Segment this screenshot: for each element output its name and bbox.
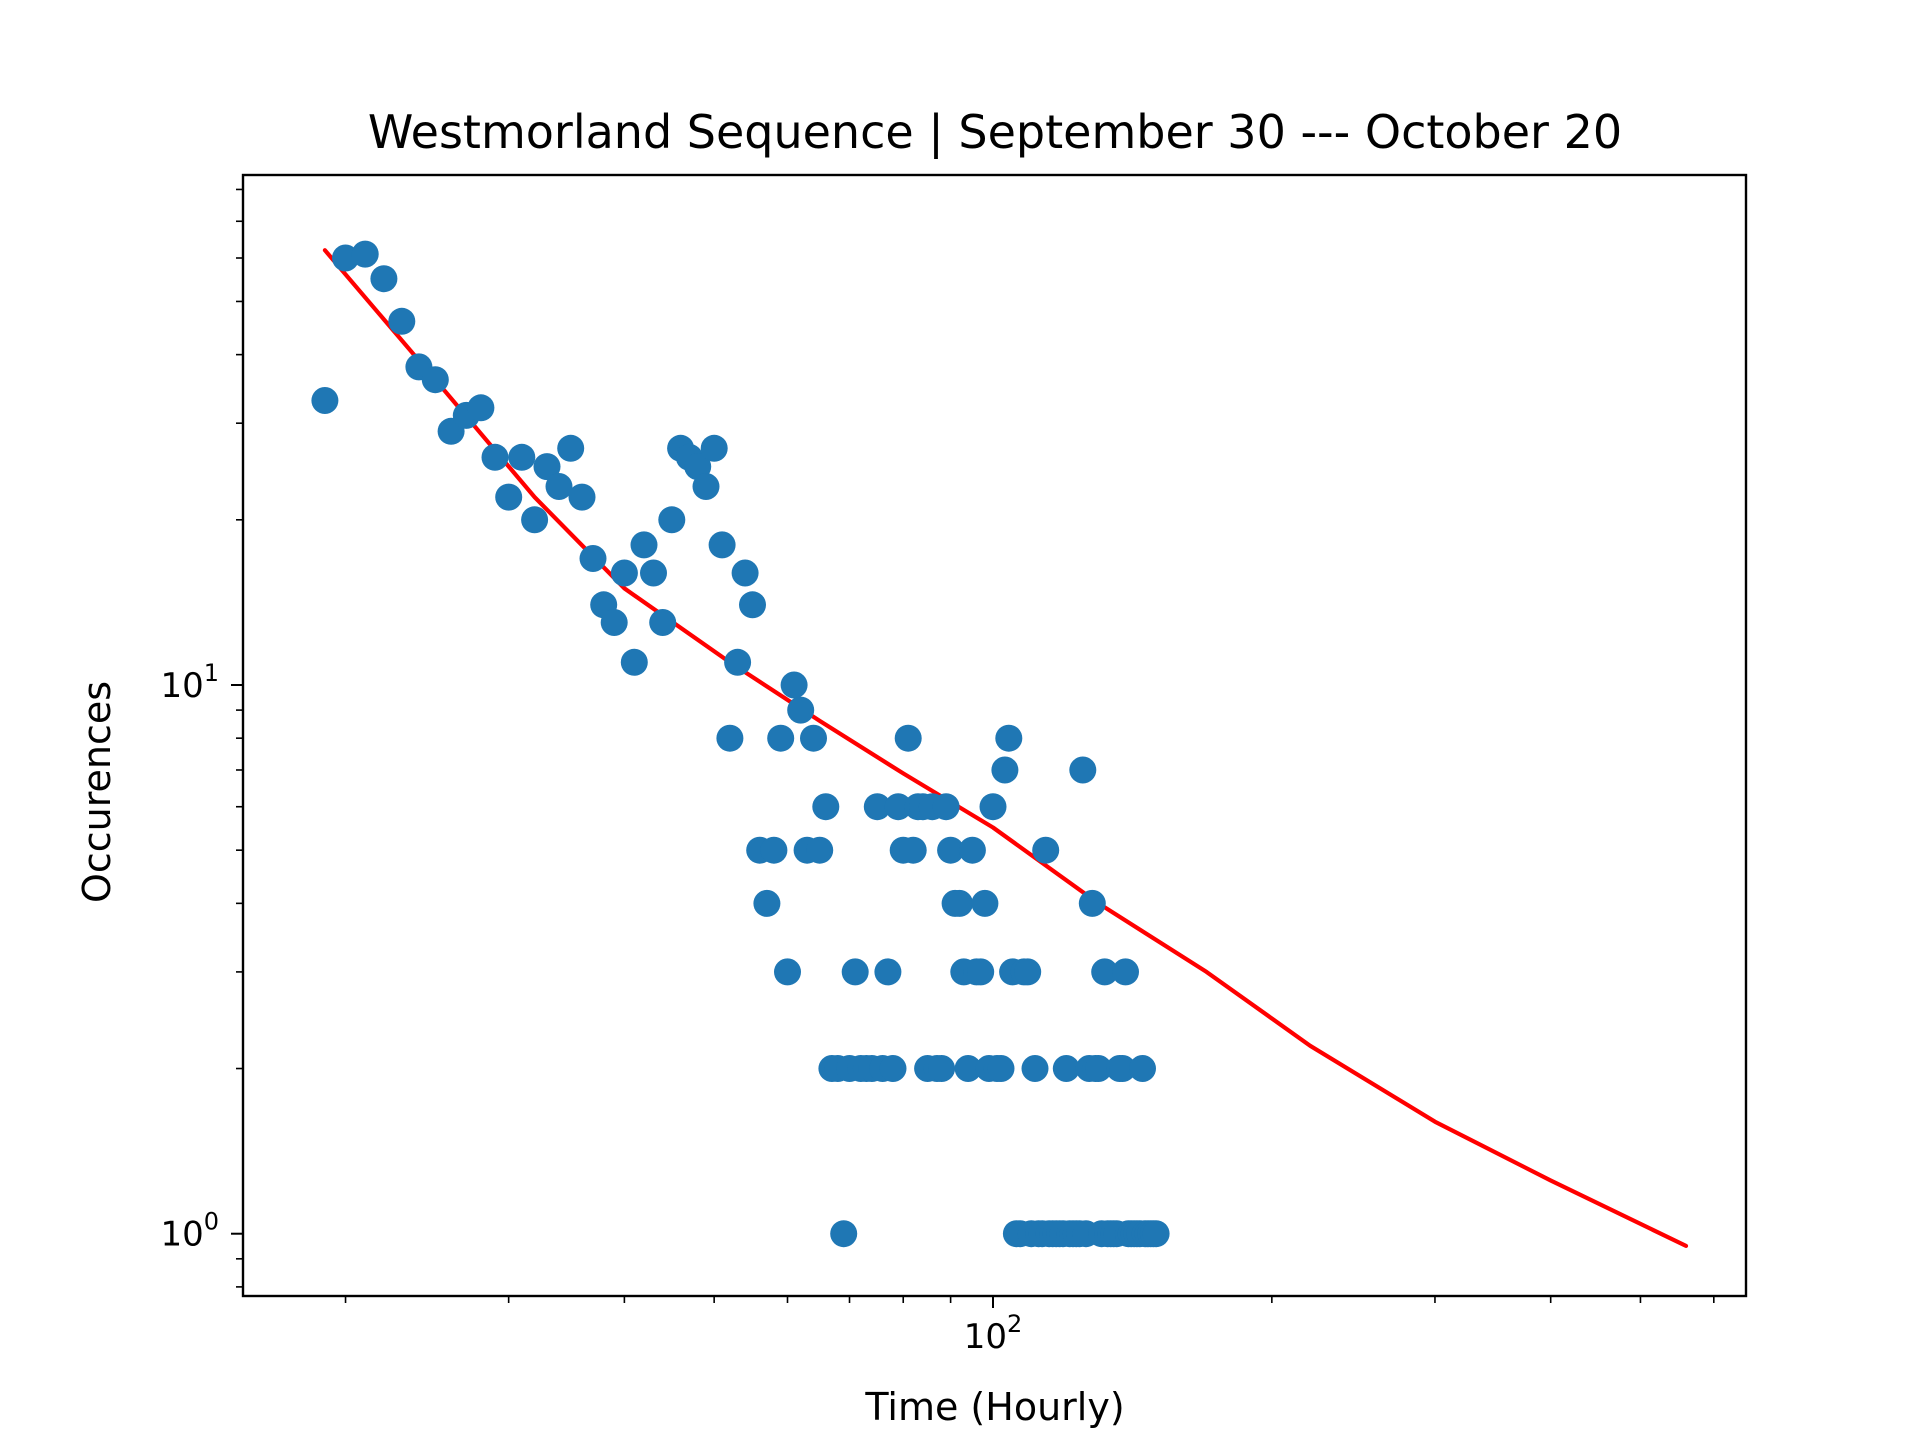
data-point	[812, 793, 840, 821]
data-point	[830, 1220, 858, 1248]
data-point	[1032, 836, 1060, 864]
data-point	[1052, 1055, 1080, 1082]
data-point	[630, 531, 658, 559]
data-point	[708, 531, 736, 559]
data-point	[991, 756, 1019, 784]
chart-title: Westmorland Sequence | September 30 --- …	[368, 105, 1622, 160]
data-point	[716, 724, 744, 752]
data-point	[967, 958, 995, 986]
data-point	[760, 836, 788, 864]
data-point	[879, 1055, 907, 1082]
data-point	[351, 240, 379, 268]
data-points-layer	[311, 240, 1170, 1248]
data-point	[1112, 958, 1139, 986]
data-point	[508, 443, 536, 471]
data-point	[568, 483, 596, 511]
y-tick-label: 100	[160, 1208, 219, 1255]
data-point	[928, 1055, 956, 1082]
data-point	[620, 648, 648, 676]
data-point	[1085, 1055, 1112, 1082]
data-point	[649, 609, 677, 636]
data-point	[841, 958, 869, 986]
ticks-layer: 102 100 101	[160, 188, 1715, 1357]
data-point	[533, 453, 561, 481]
data-point	[774, 958, 801, 986]
x-tick-label: 102	[964, 1310, 1023, 1357]
data-point	[995, 724, 1023, 752]
data-point	[311, 387, 339, 414]
data-point	[731, 559, 759, 587]
data-point	[370, 265, 398, 293]
data-point	[545, 473, 573, 500]
data-point	[495, 483, 523, 511]
data-point	[640, 559, 667, 587]
data-point	[1109, 1055, 1137, 1082]
data-point	[753, 889, 781, 917]
data-point	[557, 434, 585, 462]
data-point	[987, 1055, 1015, 1082]
plot-area	[241, 173, 1748, 1298]
data-point	[579, 545, 607, 572]
data-point	[600, 609, 628, 636]
data-point	[467, 394, 495, 422]
data-point	[658, 506, 686, 534]
data-point	[863, 793, 891, 821]
data-point	[787, 696, 815, 724]
data-point	[800, 724, 827, 752]
y-axis-label: Occurences	[75, 681, 119, 903]
data-point	[1129, 1055, 1156, 1082]
data-point	[932, 793, 960, 821]
data-point	[521, 506, 549, 534]
data-point	[937, 836, 965, 864]
data-point	[700, 434, 728, 462]
data-point	[1078, 889, 1106, 917]
data-point	[1142, 1220, 1170, 1248]
data-point	[610, 559, 638, 587]
data-point	[806, 836, 834, 864]
data-point	[481, 443, 509, 471]
data-point	[1021, 1055, 1049, 1082]
data-point	[1069, 756, 1097, 784]
data-point	[780, 671, 808, 699]
data-point	[692, 473, 720, 500]
data-point	[979, 793, 1007, 821]
data-point	[421, 366, 449, 394]
data-point	[767, 724, 795, 752]
plot-frame	[241, 173, 1748, 1298]
x-axis-label: Time (Hourly)	[864, 1385, 1124, 1429]
data-point	[739, 591, 766, 619]
data-point	[946, 889, 973, 917]
data-point	[954, 1055, 982, 1082]
data-point	[1014, 958, 1042, 986]
data-point	[724, 648, 752, 676]
data-point	[884, 793, 912, 821]
data-point	[958, 836, 986, 864]
data-point	[388, 307, 416, 335]
data-point	[1091, 958, 1119, 986]
data-point	[874, 958, 902, 986]
data-point	[971, 889, 999, 917]
data-point	[899, 836, 927, 864]
data-point	[894, 724, 922, 752]
y-tick-label: 101	[160, 659, 219, 706]
